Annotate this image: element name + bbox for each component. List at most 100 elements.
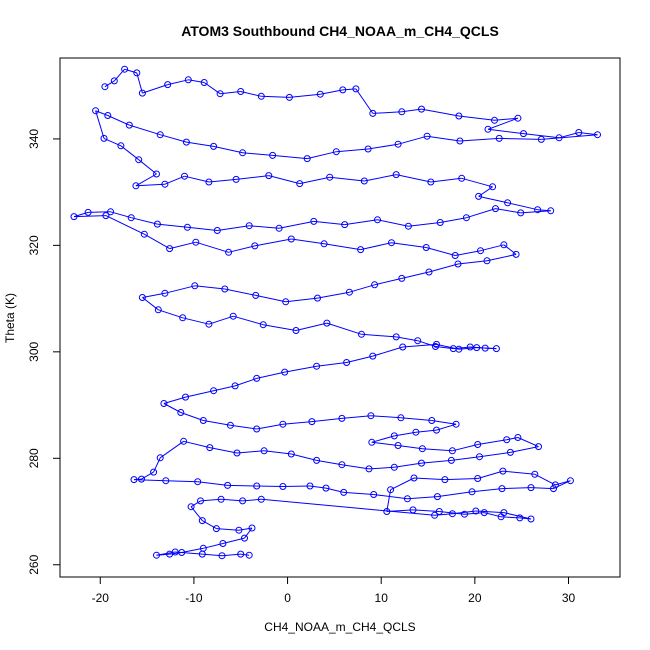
data-point	[527, 515, 535, 523]
data-point	[433, 340, 440, 348]
series-segment	[181, 547, 204, 553]
data-point	[279, 420, 287, 428]
data-point	[100, 134, 108, 142]
series-segment	[295, 322, 328, 331]
data-point	[253, 482, 261, 490]
x-tick-label: -20	[92, 591, 110, 605]
data-point	[412, 428, 420, 436]
series-segment	[180, 412, 204, 421]
data-point	[503, 436, 511, 444]
data-point	[499, 467, 507, 475]
data-point	[394, 140, 402, 148]
data-point	[484, 125, 492, 133]
data-point	[452, 420, 460, 428]
series-segment	[240, 553, 250, 556]
series-segment	[386, 489, 392, 512]
data-point	[213, 227, 221, 234]
data-point	[399, 343, 407, 351]
series-segment	[478, 195, 508, 204]
series-segment	[141, 471, 154, 480]
series-segment	[507, 202, 538, 211]
data-point	[489, 183, 497, 191]
data-point	[370, 491, 378, 498]
data-point	[403, 495, 411, 503]
data-point	[506, 448, 514, 456]
series-segment	[263, 324, 297, 331]
series-segment	[479, 451, 511, 458]
data-point	[520, 130, 527, 138]
series-segment	[261, 498, 435, 516]
series-segment	[413, 477, 445, 481]
data-point	[121, 65, 129, 73]
data-point	[194, 478, 202, 486]
data-point	[425, 268, 433, 276]
data-point	[461, 510, 468, 518]
data-point	[212, 525, 220, 533]
series-segment	[272, 154, 308, 160]
series-segment	[254, 238, 292, 247]
series-segment	[299, 176, 330, 185]
series-segment	[475, 510, 504, 514]
data-point	[279, 483, 287, 490]
series-segment	[455, 250, 481, 256]
series-segment	[120, 145, 140, 161]
data-point	[517, 209, 525, 217]
data-point	[473, 344, 481, 352]
series-segment	[236, 450, 265, 454]
data-point	[200, 79, 208, 86]
series-segment	[213, 145, 243, 154]
data-point	[500, 509, 508, 517]
data-point	[287, 450, 295, 458]
data-point	[566, 477, 574, 485]
series-segment	[95, 110, 108, 116]
series-segment	[374, 277, 402, 286]
data-point	[474, 475, 482, 482]
data-point	[575, 129, 583, 136]
data-point	[162, 477, 170, 485]
data-point	[219, 540, 227, 547]
data-point	[192, 238, 200, 246]
data-point	[260, 447, 268, 455]
series-segment	[244, 527, 253, 539]
series-segment	[391, 242, 427, 248]
series-segment	[503, 244, 517, 255]
series-segment	[401, 271, 430, 279]
series-segment	[213, 385, 236, 392]
series-segment	[291, 453, 317, 461]
series-segment	[165, 480, 198, 483]
series-segment	[255, 294, 286, 303]
series-segment	[268, 175, 300, 185]
series-segment	[317, 291, 350, 299]
data-point	[197, 497, 204, 505]
series-segment	[458, 115, 495, 121]
data-point	[107, 208, 115, 216]
series-segment	[203, 420, 231, 426]
data-point	[308, 418, 316, 426]
data-point	[221, 285, 229, 293]
data-point	[498, 485, 506, 493]
series-segment	[316, 362, 347, 367]
data-point	[241, 534, 248, 542]
series-segment	[264, 450, 292, 455]
data-point	[365, 465, 373, 473]
data-point	[285, 93, 293, 101]
data-point	[235, 526, 243, 534]
data-point	[383, 508, 391, 515]
data-point	[495, 134, 503, 142]
series-segment	[377, 219, 409, 227]
data-point	[404, 222, 412, 230]
series-segment	[175, 551, 203, 555]
data-point	[140, 230, 148, 238]
x-axis-label: CH4_NOAA_m_CH4_QCLS	[264, 620, 415, 634]
data-point	[150, 468, 158, 476]
data-point	[436, 219, 444, 226]
x-tick-label: 20	[468, 591, 482, 605]
data-point	[313, 456, 321, 464]
data-point	[313, 362, 321, 370]
data-point	[500, 241, 508, 249]
series-segment	[158, 309, 183, 319]
data-point	[133, 69, 141, 77]
series-segment	[194, 285, 225, 290]
data-point	[177, 409, 185, 416]
series-segment	[364, 174, 397, 182]
